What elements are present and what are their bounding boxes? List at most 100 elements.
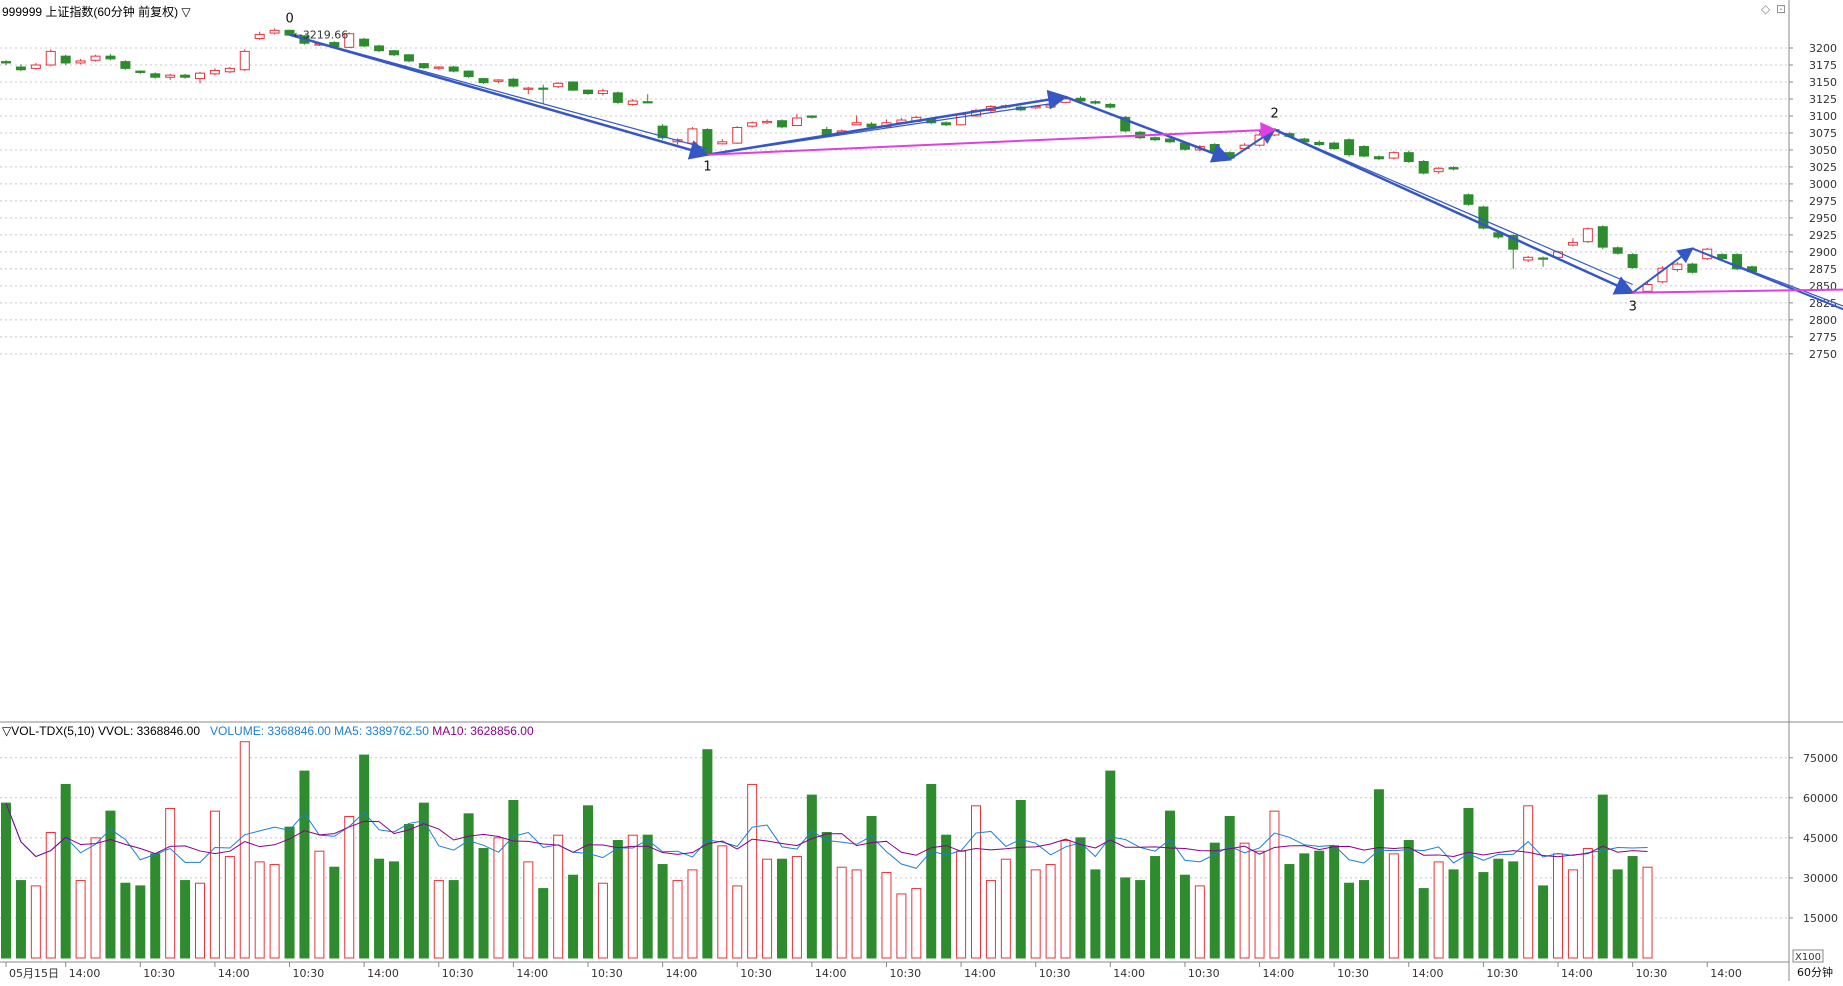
candle-up [224,67,235,73]
trendline-a-b-inner [1692,247,1843,307]
volume-bar-up [672,880,683,959]
candle-down [1314,141,1325,146]
candle-up [433,66,444,69]
candle-down [374,45,385,52]
candle-down [612,92,623,103]
volume-bar-up [75,880,86,959]
indicator-name[interactable]: ▽VOL-TDX(5,10) [2,724,95,738]
trendline-1-peak-inner [707,103,1051,156]
diamond-icon[interactable]: ◇ [1761,2,1771,16]
candle-down [105,55,116,60]
candle-up [1567,241,1578,246]
volume-bar-down [926,783,937,959]
time-tick-label: 10:30 [143,967,175,980]
volume-bar-down [389,861,399,959]
candle-up [747,122,758,127]
price-tick-label: 3125 [1809,93,1837,106]
time-tick-label: 10:30 [1636,967,1668,980]
price-tick-label: 3150 [1809,76,1837,89]
volume-bar-down [1150,856,1161,959]
volume-indicator-header[interactable]: ▽VOL-TDX(5,10) VVOL: 3368846.00 VOLUME: … [2,724,534,738]
candle-down [403,54,414,62]
candle-up [717,141,728,145]
volume-bar-up [1433,861,1444,959]
period-label: 60分钟 [1797,965,1833,979]
candle-up [1060,98,1071,103]
candle-down [583,89,593,95]
candle-down [1463,194,1474,205]
header-triangle-icon[interactable]: ▽ [181,5,191,19]
candle-down [389,50,399,56]
candle-down [1687,263,1698,273]
volume-bar-down [1120,877,1131,959]
candle-up [791,117,802,126]
restore-window-icon[interactable]: ⊡ [1776,2,1787,16]
volume-bar-up [971,805,981,959]
candle-up [269,29,280,34]
volume-bar-up [851,869,862,959]
volume-bar-down [135,885,146,959]
time-tick-label: 10:30 [591,967,623,980]
volume-bar-down [1344,882,1355,959]
time-tick-label: 10:30 [293,967,325,980]
volume-bar-up [1060,840,1071,959]
volume-bar-down [1448,869,1459,959]
volume-bar-up [896,893,907,959]
volume-tick-label: 75000 [1803,752,1838,765]
volume-bar-down [120,882,131,959]
volume-bar-down [1,802,11,959]
volume-bar-up [717,845,728,959]
volume-bar-up [687,869,698,959]
index-name: 上证指数(60分钟 前复权) [45,5,179,19]
price-tick-label: 3050 [1809,144,1837,157]
volume-bar-down [583,805,593,959]
volume-bar-up [1553,853,1563,959]
time-tick-label: 14:00 [1263,967,1295,980]
volume-bar-down [329,866,340,959]
candle-down [1717,254,1728,260]
volume-bar-up [836,866,847,959]
volume-bar-down [1478,872,1489,959]
volume-bar-down [105,810,116,959]
candle-up [165,74,176,78]
volume-bar-up [956,850,967,959]
time-tick-label: 14:00 [516,967,548,980]
volume-bar-down [642,834,653,959]
main-chart-header[interactable]: 999999 上证指数(60分钟 前复权) ▽ [2,3,191,20]
candle-up [687,128,698,144]
time-tick-label: 14:00 [1113,967,1145,980]
candle-down [1508,235,1519,250]
volume-bar-down [1627,856,1638,959]
wave-peak-trough [1065,95,1233,163]
volume-bar-down [15,880,26,959]
price-tick-label: 3075 [1809,127,1837,140]
time-tick-label: 14:00 [964,967,996,980]
time-tick-label: 10:30 [1039,967,1071,980]
volume-bar-down [1284,864,1295,959]
ma5-value: MA5: 3389762.50 [334,724,429,738]
volume-bar-up [911,888,922,959]
volume-bar-down [374,858,385,959]
price-tick-label: 2875 [1809,263,1837,276]
wave-label: 2 [1270,107,1278,122]
candle-up [851,122,862,126]
volume-bar-down [1612,869,1623,959]
volume-bar-down [657,864,668,959]
candle-up [254,33,265,39]
candle-up [1045,104,1056,108]
volume-bar-up [1523,805,1534,959]
volume-bar-down [941,834,952,959]
volume-bar-down [508,799,519,959]
candle-down [1403,152,1414,162]
x100-label: X100 [1795,952,1821,963]
volume-bar-down [1209,842,1220,959]
candle-up [195,72,205,80]
volume-bar-up [30,885,41,959]
price-tick-label: 2825 [1809,297,1837,310]
volume-bar-up [881,872,892,959]
candle-down [1329,142,1340,150]
candle-down [866,123,877,128]
volume-bar-up [1239,842,1250,959]
volume-bar-down [1493,858,1504,959]
candle-up [30,64,41,69]
